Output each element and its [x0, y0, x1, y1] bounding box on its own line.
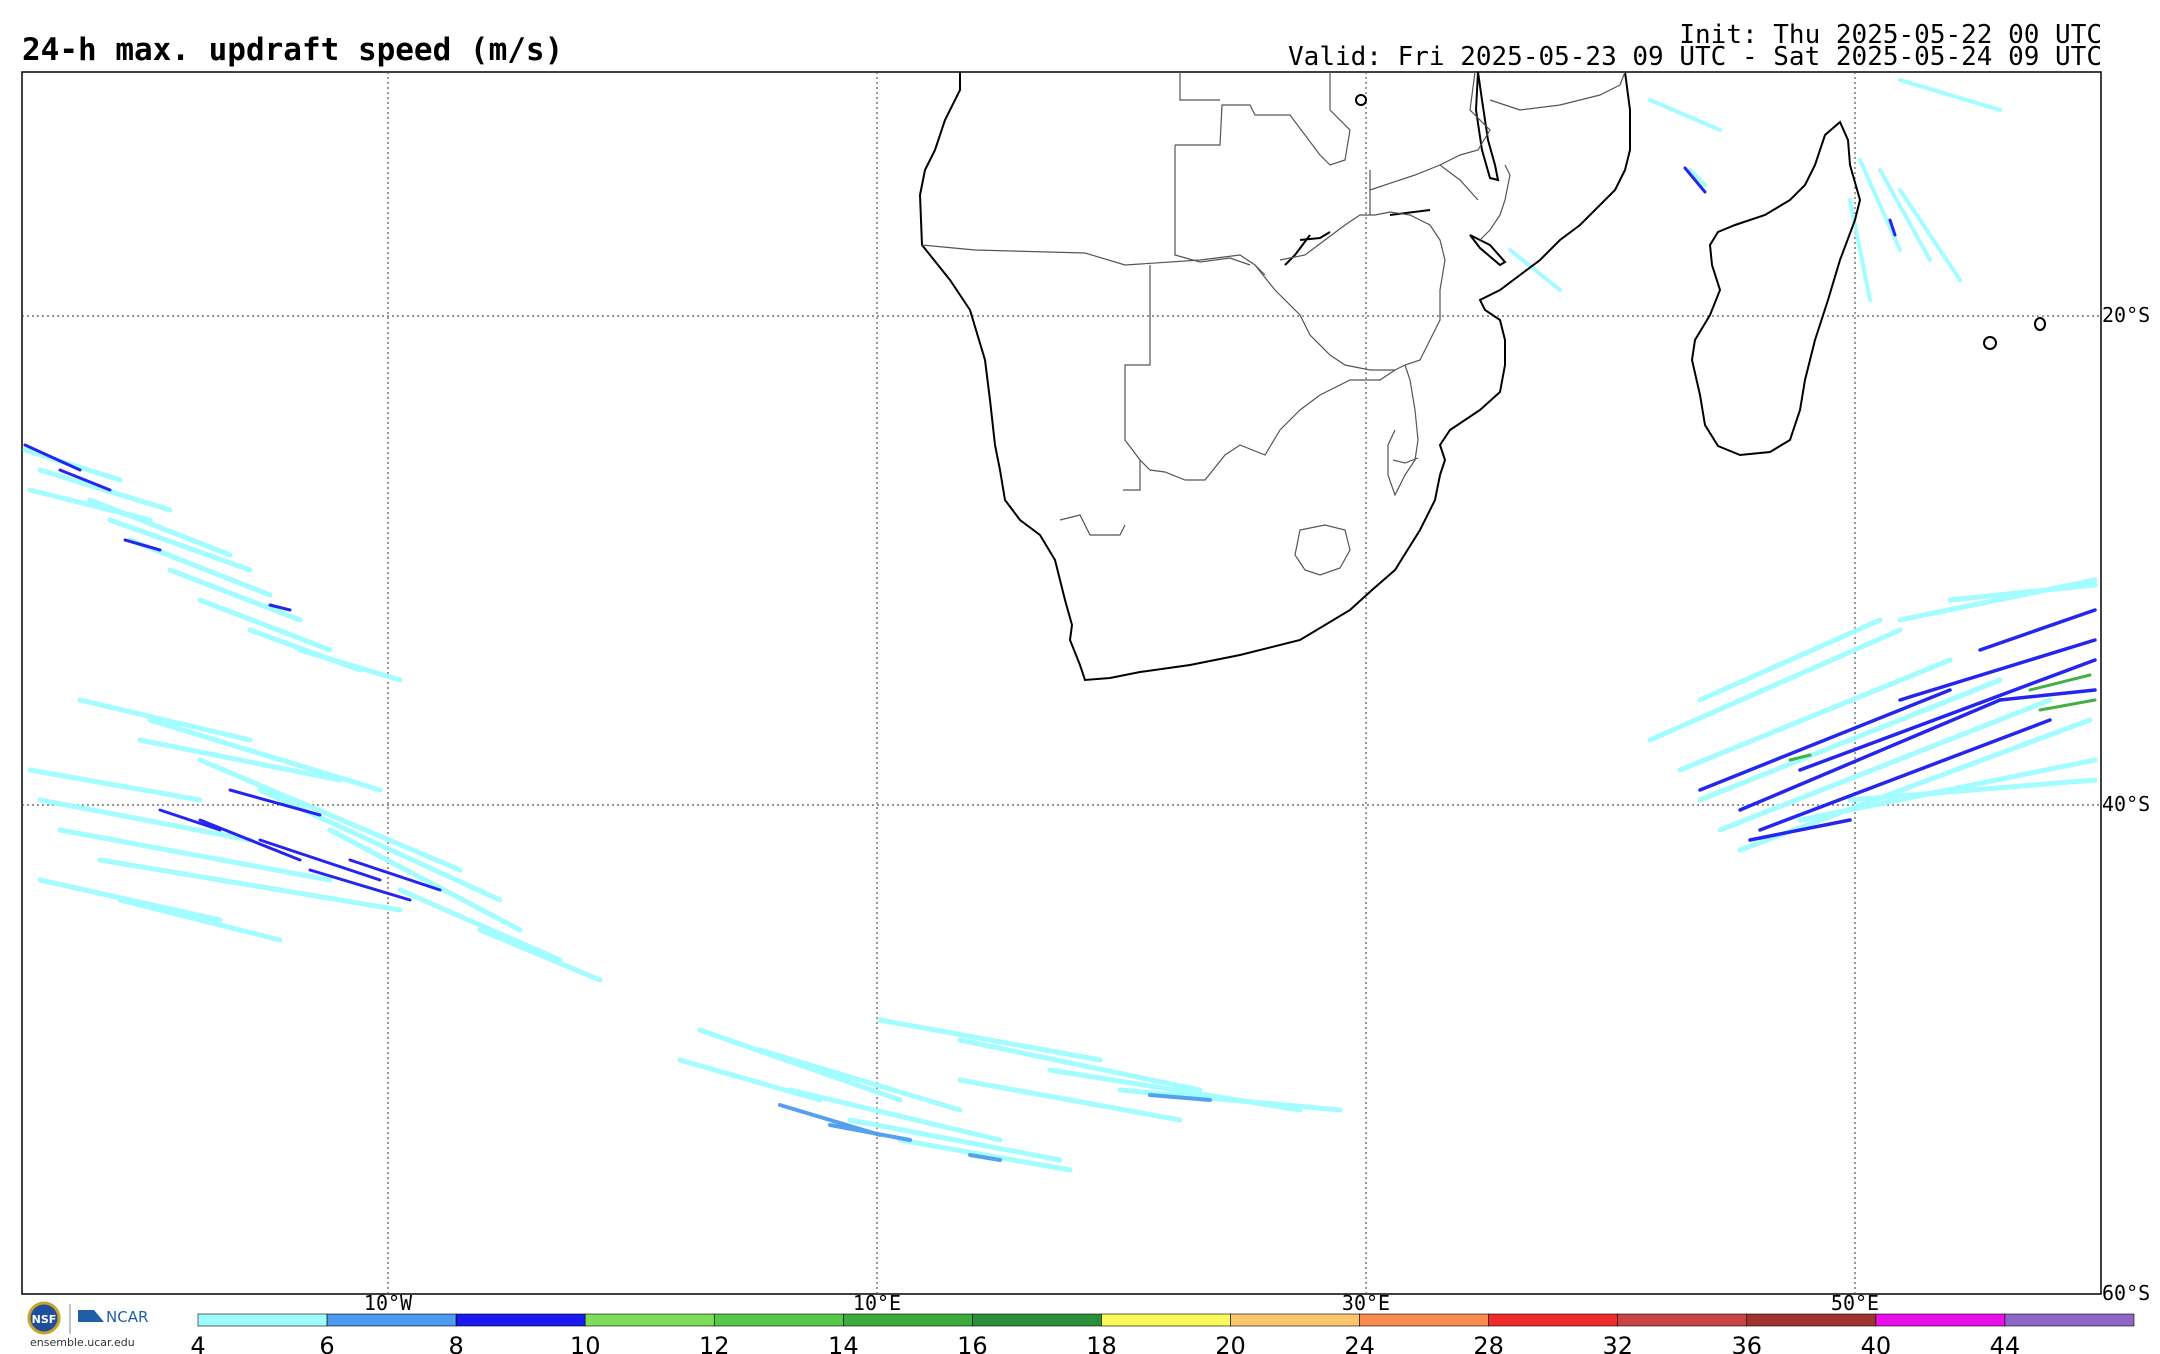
colorbar-swatch [584, 1313, 715, 1327]
lat-label-20s: 20°S [2102, 303, 2150, 327]
lon-labels: 10°W 10°E 30°E 50°E [364, 1291, 1879, 1315]
colorbar-swatch [972, 1313, 1102, 1327]
colorbar-tick-label: 20 [1215, 1332, 1246, 1354]
lon-label-10e: 10°E [853, 1291, 901, 1315]
ncar-logo-text: NCAR [106, 1308, 148, 1326]
colorbar-tick-label: 44 [1990, 1332, 2021, 1354]
colorbar-tick-label: 18 [1086, 1332, 1117, 1354]
colorbar-swatch [1230, 1313, 1360, 1327]
map-frame [21, 71, 2102, 1295]
nsf-logo-text: NSF [32, 1313, 57, 1326]
country-borders [921, 71, 1626, 576]
colorbar-swatch [1359, 1313, 1489, 1327]
coastlines [918, 71, 2046, 682]
colorbar-swatch [326, 1313, 457, 1327]
colorbar-tick-label: 10 [570, 1332, 601, 1354]
colorbar-tick-label: 40 [1861, 1332, 1892, 1354]
lon-label-50e: 50°E [1831, 1291, 1879, 1315]
colorbar-swatch [1101, 1313, 1231, 1327]
lon-label-10w: 10°W [364, 1291, 413, 1315]
nsf-ncar-logo: NSF NCAR [22, 1300, 162, 1354]
colorbar-tick-label: 32 [1602, 1332, 1633, 1354]
colorbar: 4 6 8 10 12 14 16 18 20 24 28 32 36 40 44 [190, 1313, 2135, 1354]
colorbar-swatch [1875, 1313, 2006, 1327]
colorbar-swatch [197, 1313, 328, 1327]
map-title: 24-h max. updraft speed (m/s) [22, 32, 564, 68]
site-url: ensemble.ucar.edu [30, 1336, 135, 1349]
colorbar-swatch [713, 1313, 844, 1327]
colorbar-swatch [455, 1313, 586, 1327]
colorbar-tick-label: 8 [448, 1332, 463, 1354]
colorbar-tick-label: 16 [957, 1332, 988, 1354]
valid-time: Valid: Fri 2025-05-23 09 UTC - Sat 2025-… [1288, 42, 2102, 72]
lat-labels: 20°S 40°S 60°S [2102, 303, 2150, 1305]
colorbar-tick-label: 6 [319, 1332, 334, 1354]
lon-label-30e: 30°E [1342, 1291, 1390, 1315]
colorbar-tick-label: 12 [699, 1332, 730, 1354]
colorbar-swatch [1746, 1313, 1877, 1327]
colorbar-tick-label: 24 [1344, 1332, 1375, 1354]
lat-label-40s: 40°S [2102, 792, 2150, 816]
init-time: Init: Thu 2025-05-22 00 UTC [1679, 20, 2102, 50]
lat-label-60s: 60°S [2102, 1281, 2150, 1305]
colorbar-swatch [2004, 1313, 2135, 1327]
colorbar-tick-label: 4 [190, 1332, 205, 1354]
colorbar-tick-label: 36 [1732, 1332, 1763, 1354]
colorbar-tick-label: 14 [828, 1332, 859, 1354]
colorbar-swatch [1488, 1313, 1619, 1327]
updraft-swaths [22, 78, 2098, 1173]
graticule [22, 72, 2101, 1294]
colorbar-swatch [1617, 1313, 1748, 1327]
colorbar-tick-label: 28 [1473, 1332, 1504, 1354]
colorbar-swatch [843, 1313, 973, 1327]
